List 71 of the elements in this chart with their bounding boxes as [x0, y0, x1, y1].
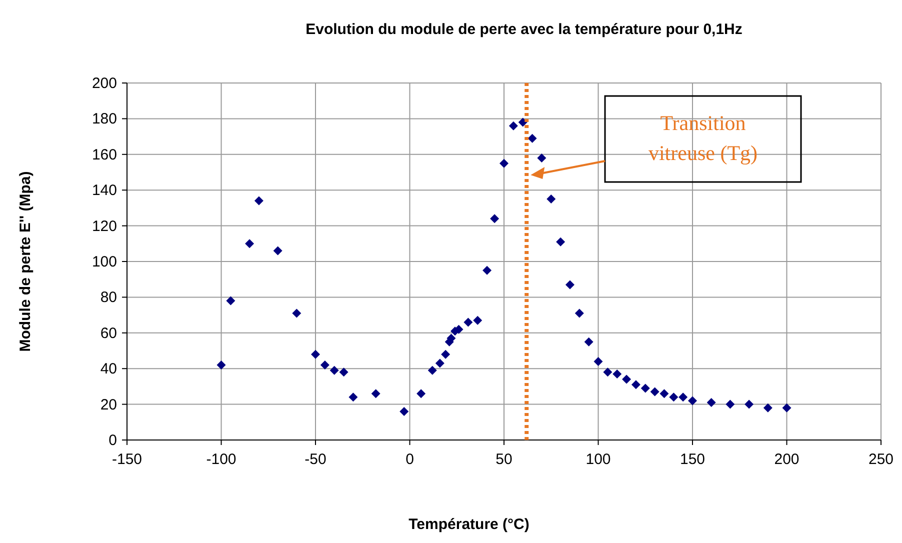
point: [330, 366, 339, 375]
point: [428, 366, 437, 375]
chart-title: Evolution du module de perte avec la température pour 0,1Hz: [306, 21, 742, 38]
y-tick-label: 160: [92, 146, 117, 164]
point: [216, 360, 226, 370]
point: [371, 389, 380, 398]
x-tick-label: 0: [406, 451, 414, 468]
x-tick-label: -50: [304, 451, 326, 468]
y-tick-label: 40: [100, 360, 117, 378]
point: [678, 392, 688, 402]
point: [612, 369, 622, 378]
point: [688, 396, 697, 406]
point: [565, 280, 574, 290]
point: [400, 406, 409, 416]
y-tick-label: 200: [92, 75, 117, 92]
point: [706, 398, 716, 408]
x-tick-label: 250: [868, 451, 894, 468]
point: [473, 316, 482, 325]
point: [631, 380, 640, 390]
point: [518, 118, 528, 127]
point: [311, 350, 320, 359]
x-tick-label: 50: [496, 451, 512, 468]
y-tick-label: 60: [100, 324, 117, 342]
point: [226, 296, 236, 306]
point: [622, 374, 632, 384]
point: [464, 318, 473, 327]
point: [508, 121, 518, 130]
point: [546, 194, 556, 204]
y-tick-label: 100: [92, 254, 117, 270]
x-axis-title: Température (°C): [408, 516, 530, 533]
point: [254, 196, 264, 206]
point: [273, 246, 282, 256]
point: [435, 358, 444, 368]
point: [490, 214, 500, 224]
x-tick-label: 200: [774, 451, 800, 468]
point: [640, 384, 650, 393]
point: [537, 153, 546, 162]
y-tick-label: 20: [100, 396, 117, 414]
point: [782, 403, 792, 412]
y-tick-label: 180: [92, 110, 117, 128]
point: [292, 308, 302, 318]
point: [500, 158, 508, 168]
point: [744, 400, 754, 409]
point: [669, 392, 678, 402]
x-tick-label: 150: [680, 451, 706, 468]
point: [726, 400, 735, 409]
y-tick-label: 140: [92, 182, 117, 200]
y-tick-label: 80: [100, 289, 117, 306]
point: [245, 239, 254, 248]
point: [320, 360, 330, 370]
point: [441, 350, 450, 359]
point: [603, 368, 612, 377]
point: [416, 389, 426, 398]
point: [660, 389, 669, 398]
point: [528, 134, 537, 143]
annotation: Transition vitreuse (Tg): [648, 111, 758, 165]
point: [594, 356, 603, 366]
x-tick-label: -150: [112, 451, 142, 468]
y-tick-label: 120: [92, 218, 117, 235]
point: [574, 308, 584, 318]
x-tick-label: 100: [586, 451, 611, 468]
y-axis-title: Module de perte E'' (Mpa): [17, 171, 34, 352]
point: [556, 237, 566, 246]
y-tick-label: 0: [108, 432, 117, 449]
point: [584, 337, 594, 346]
point: [763, 403, 772, 412]
point: [482, 266, 492, 275]
point: [650, 387, 660, 396]
point: [348, 392, 358, 402]
point: [339, 368, 348, 377]
x-tick-label: -100: [206, 451, 236, 468]
